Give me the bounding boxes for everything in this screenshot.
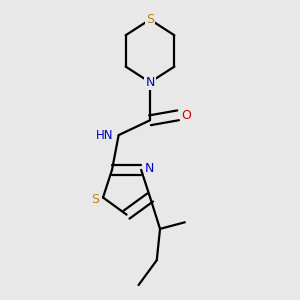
Text: S: S (146, 13, 154, 26)
Text: O: O (182, 109, 191, 122)
Text: S: S (91, 193, 99, 206)
Text: N: N (145, 76, 155, 89)
Text: HN: HN (96, 129, 114, 142)
Text: N: N (145, 162, 154, 175)
